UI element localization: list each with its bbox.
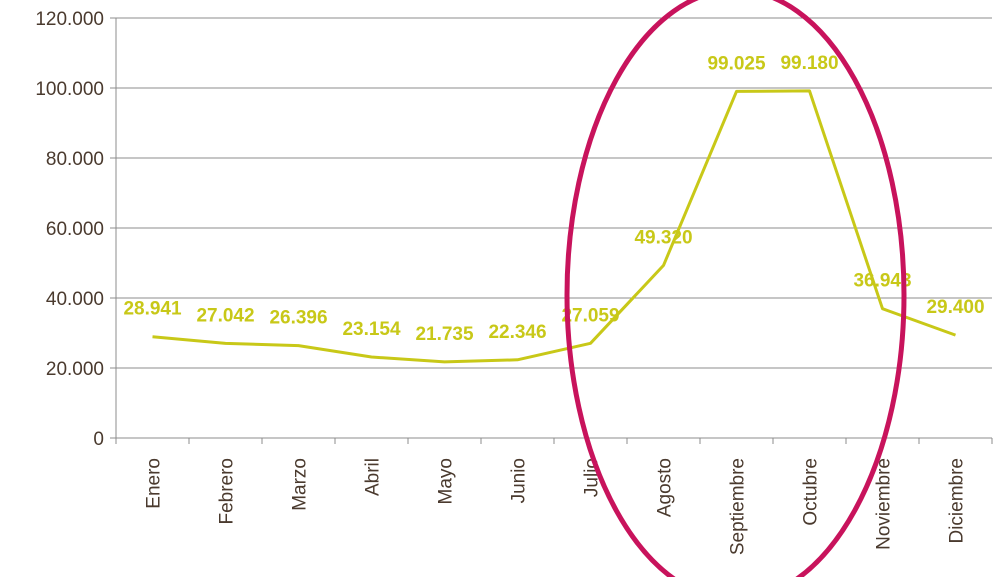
data-label: 22.346 [488, 322, 546, 343]
x-tick-label: Diciembre [947, 458, 968, 544]
y-tick-label: 40.000 [46, 289, 104, 310]
x-tick-labels: Enero Febrero Marzo Abril Mayo Junio Julio Agos… [144, 458, 968, 555]
data-labels: 28.941 27.042 26.396 23.154 21.735 22.346 27.0… [123, 53, 984, 345]
data-label: 27.059 [561, 305, 619, 326]
gridlines [116, 17, 992, 369]
x-tick-label: Febrero [217, 458, 238, 525]
data-label: 21.735 [415, 324, 474, 345]
series-line [152, 89, 957, 364]
y-tick-label: 0 [93, 429, 104, 450]
data-label: 28.941 [123, 299, 182, 320]
y-tick-label: 100.000 [35, 79, 104, 100]
data-label: 27.042 [196, 305, 254, 326]
x-tick-label: Septiembre [728, 458, 749, 555]
x-tick-label: Agosto [655, 458, 676, 517]
data-label: 23.154 [342, 319, 401, 340]
x-tick-label: Marzo [290, 458, 311, 511]
y-tick-label: 80.000 [46, 149, 104, 170]
data-label: 99.025 [707, 53, 766, 74]
x-tick-label: Abril [363, 458, 384, 496]
y-tick-label: 120.000 [35, 9, 104, 30]
annotations [564, 0, 907, 577]
x-tick-label: Enero [144, 458, 165, 509]
data-label: 99.180 [780, 53, 838, 74]
x-tick-label: Octubre [801, 458, 822, 526]
highlight-ellipse [564, 0, 907, 577]
series [152, 89, 957, 364]
data-label: 36.943 [853, 271, 911, 292]
data-label: 49.320 [634, 227, 692, 248]
data-label: 29.400 [926, 297, 984, 318]
data-label: 26.396 [269, 308, 327, 329]
axes [110, 17, 993, 444]
y-tick-label: 60.000 [46, 219, 104, 240]
x-tick-label: Mayo [436, 458, 457, 504]
y-tick-labels: 0 20.000 40.000 60.000 80.000 100.000 120.000 [35, 9, 104, 450]
x-tick-label: Junio [509, 458, 530, 503]
x-tick-label: Noviembre [874, 458, 895, 550]
y-tick-label: 20.000 [46, 359, 104, 380]
